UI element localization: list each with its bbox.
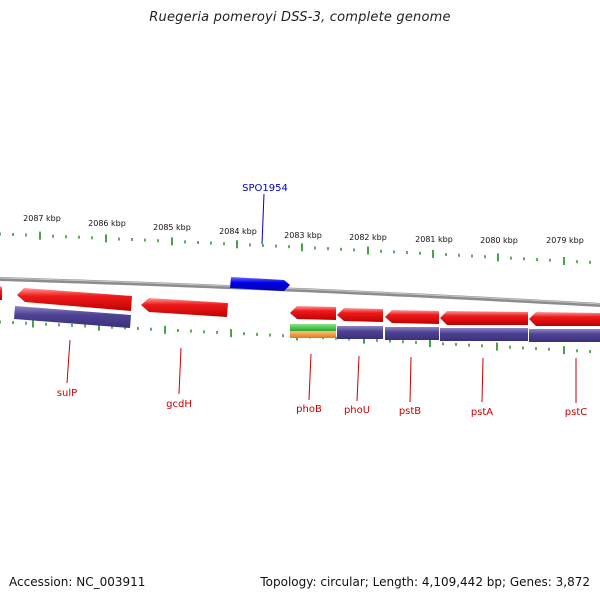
map-title: Ruegeria pomeroyi DSS-3, complete genome bbox=[149, 10, 451, 25]
ruler-label: 2083 kbp bbox=[284, 231, 322, 240]
leader-line-spo1954 bbox=[261, 193, 265, 245]
leader-line-phou bbox=[356, 355, 360, 402]
ruler-label: 2081 kbp bbox=[415, 235, 453, 244]
forward-gene-labels: SPO1954 bbox=[242, 183, 288, 245]
genome-summary-text: Topology: circular; Length: 4,109,442 bp… bbox=[260, 575, 590, 589]
reverse-gene-labels: sulP gcdH phoB phoU pstB pstA pstC bbox=[57, 339, 587, 418]
gene-label-spo1954[interactable]: SPO1954 bbox=[242, 183, 288, 194]
cog-feature-pstb[interactable] bbox=[385, 327, 439, 340]
leader-line-phob bbox=[308, 353, 312, 401]
leader-line-sulp bbox=[66, 339, 71, 384]
green-feature-phob[interactable] bbox=[290, 324, 336, 331]
ruler-labels: 2087 kbp 2086 kbp 2085 kbp 2084 kbp 2083 kbp… bbox=[23, 214, 584, 245]
orange-feature-phob[interactable] bbox=[290, 331, 336, 338]
gene-arrow-spo1954[interactable] bbox=[230, 277, 290, 291]
gene-label-pstb[interactable]: pstB bbox=[399, 406, 421, 417]
ruler-label: 2085 kbp bbox=[153, 223, 191, 232]
gene-arrow-phob[interactable] bbox=[290, 306, 336, 320]
reverse-strand-genes[interactable] bbox=[0, 286, 600, 326]
gene-arrow-pstc[interactable] bbox=[529, 312, 600, 326]
ruler-label: 2079 kbp bbox=[546, 236, 584, 245]
leader-line-gcdh bbox=[178, 347, 182, 395]
cog-feature-phou[interactable] bbox=[337, 326, 383, 339]
gene-label-phou[interactable]: phoU bbox=[344, 405, 370, 416]
ruler-label: 2087 kbp bbox=[23, 214, 61, 223]
cog-feature-psta[interactable] bbox=[440, 328, 528, 341]
gene-arrow-edge[interactable] bbox=[0, 286, 2, 300]
leader-line-psta bbox=[481, 357, 484, 403]
ruler-label: 2080 kbp bbox=[480, 236, 518, 245]
accession-text: Accession: NC_003911 bbox=[9, 575, 146, 589]
gene-arrow-sulp[interactable] bbox=[17, 288, 132, 311]
gene-arrow-gcdh[interactable] bbox=[141, 298, 228, 317]
leader-line-pstb bbox=[409, 356, 412, 403]
ruler-label: 2086 kbp bbox=[88, 219, 126, 228]
gene-label-phob[interactable]: phoB bbox=[296, 404, 322, 415]
gene-label-gcdh[interactable]: gcdH bbox=[166, 399, 192, 410]
cog-feature-sulp[interactable] bbox=[14, 306, 131, 328]
gene-arrow-phou[interactable] bbox=[337, 308, 383, 322]
feature-tracks bbox=[14, 306, 600, 342]
genome-backbone-highlight bbox=[0, 277, 600, 305]
forward-strand-genes[interactable] bbox=[230, 277, 290, 291]
ruler-label: 2084 kbp bbox=[219, 227, 257, 236]
gene-label-sulp[interactable]: sulP bbox=[57, 388, 77, 399]
gene-arrow-pstb[interactable] bbox=[385, 310, 439, 324]
gene-arrow-psta[interactable] bbox=[440, 311, 528, 325]
outer-tick-marks bbox=[0, 231, 591, 265]
gene-label-pstc[interactable]: pstC bbox=[565, 407, 587, 418]
cog-feature-pstc[interactable] bbox=[529, 329, 600, 342]
ruler-label: 2082 kbp bbox=[349, 233, 387, 242]
gene-label-psta[interactable]: pstA bbox=[471, 407, 493, 418]
genome-backbone bbox=[0, 277, 600, 307]
